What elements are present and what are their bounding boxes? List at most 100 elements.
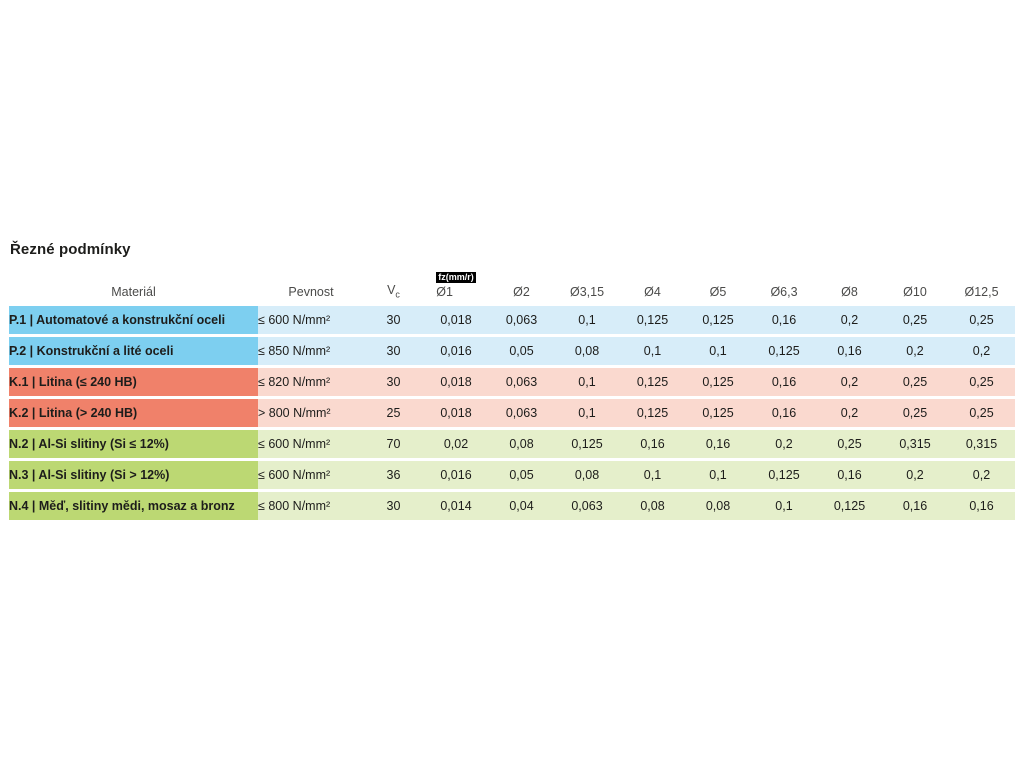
fz-value: 0,1: [554, 306, 620, 334]
vc-cell: 25: [364, 399, 423, 427]
page-title: Řezné podmínky: [10, 241, 131, 258]
fz-value: 0,125: [685, 399, 751, 427]
column-header-d10: Ø10: [903, 285, 927, 299]
fz-value: 0,08: [620, 492, 685, 520]
strength-cell: ≤ 850 N/mm²: [258, 337, 364, 365]
fz-value: 0,2: [948, 337, 1015, 365]
material-cell: N.4 | Měď, slitiny mědi, mosaz a bronz: [9, 492, 258, 520]
fz-value: 0,1: [685, 337, 751, 365]
fz-value: 0,16: [620, 430, 685, 458]
strength-cell: > 800 N/mm²: [258, 399, 364, 427]
material-cell: N.2 | Al-Si slitiny (Si ≤ 12%): [9, 430, 258, 458]
fz-value: 0,063: [489, 399, 554, 427]
fz-value: 0,02: [423, 430, 489, 458]
fz-value: 0,125: [817, 492, 882, 520]
fz-value: 0,018: [423, 306, 489, 334]
fz-value: 0,05: [489, 337, 554, 365]
vc-cell: 30: [364, 306, 423, 334]
fz-value: 0,125: [554, 430, 620, 458]
strength-cell: ≤ 600 N/mm²: [258, 306, 364, 334]
fz-value: 0,16: [685, 430, 751, 458]
fz-value: 0,018: [423, 368, 489, 396]
fz-value: 0,1: [620, 337, 685, 365]
strength-cell: ≤ 600 N/mm²: [258, 430, 364, 458]
fz-value: 0,25: [882, 368, 948, 396]
fz-value: 0,125: [685, 368, 751, 396]
fz-value: 0,08: [489, 430, 554, 458]
vc-subscript: c: [395, 289, 400, 299]
d1-label: Ø1: [436, 285, 453, 299]
fz-value: 0,16: [751, 368, 817, 396]
fz-value: 0,16: [817, 461, 882, 489]
fz-value: 0,2: [948, 461, 1015, 489]
fz-value: 0,25: [948, 368, 1015, 396]
material-cell: K.1 | Litina (≤ 240 HB): [9, 368, 258, 396]
fz-value: 0,2: [817, 368, 882, 396]
fz-value: 0,2: [817, 306, 882, 334]
fz-value: 0,315: [882, 430, 948, 458]
fz-value: 0,2: [817, 399, 882, 427]
vc-cell: 36: [364, 461, 423, 489]
fz-value: 0,2: [882, 461, 948, 489]
vc-cell: 70: [364, 430, 423, 458]
vc-cell: 30: [364, 337, 423, 365]
fz-value: 0,1: [620, 461, 685, 489]
material-cell: P.1 | Automatové a konstrukční oceli: [9, 306, 258, 334]
table-row: P.2 | Konstrukční a lité oceli ≤ 850 N/m…: [9, 337, 1015, 365]
fz-value: 0,1: [554, 399, 620, 427]
fz-value: 0,05: [489, 461, 554, 489]
material-cell: N.3 | Al-Si slitiny (Si > 12%): [9, 461, 258, 489]
fz-value: 0,25: [948, 399, 1015, 427]
vc-label: V: [387, 282, 396, 297]
table-row: K.2 | Litina (> 240 HB) > 800 N/mm² 25 0…: [9, 399, 1015, 427]
strength-cell: ≤ 820 N/mm²: [258, 368, 364, 396]
material-cell: P.2 | Konstrukční a lité oceli: [9, 337, 258, 365]
column-header-d4: Ø4: [644, 285, 661, 299]
fz-value: 0,063: [489, 306, 554, 334]
fz-value: 0,16: [817, 337, 882, 365]
column-header-d3-15: Ø3,15: [569, 285, 605, 299]
column-header-material: Materiál: [111, 285, 156, 299]
fz-value: 0,2: [882, 337, 948, 365]
fz-value: 0,08: [685, 492, 751, 520]
table-row: P.1 | Automatové a konstrukční oceli ≤ 6…: [9, 306, 1015, 334]
fz-value: 0,16: [751, 399, 817, 427]
fz-value: 0,16: [948, 492, 1015, 520]
fz-value: 0,063: [554, 492, 620, 520]
fz-value: 0,016: [423, 337, 489, 365]
feed-unit-badge: fz(mm/r): [436, 272, 476, 283]
table-row: N.3 | Al-Si slitiny (Si > 12%) ≤ 600 N/m…: [9, 461, 1015, 489]
fz-value: 0,125: [620, 368, 685, 396]
column-header-strength: Pevnost: [288, 285, 334, 299]
fz-value: 0,016: [423, 461, 489, 489]
fz-value: 0,018: [423, 399, 489, 427]
fz-value: 0,125: [620, 306, 685, 334]
vc-cell: 30: [364, 492, 423, 520]
strength-cell: ≤ 600 N/mm²: [258, 461, 364, 489]
column-header-d12-5: Ø12,5: [964, 285, 999, 299]
fz-value: 0,16: [751, 306, 817, 334]
strength-cell: ≤ 800 N/mm²: [258, 492, 364, 520]
header-row: Materiál Pevnost Vc fz(mm/r) Ø1 Ø2 Ø3,15…: [9, 269, 1015, 303]
fz-value: 0,08: [554, 337, 620, 365]
column-header-d8: Ø8: [841, 285, 858, 299]
fz-value: 0,04: [489, 492, 554, 520]
column-header-d6-3: Ø6,3: [770, 285, 798, 299]
fz-value: 0,25: [882, 306, 948, 334]
fz-value: 0,125: [751, 461, 817, 489]
column-header-d2: Ø2: [513, 285, 530, 299]
fz-value: 0,25: [882, 399, 948, 427]
fz-value: 0,1: [685, 461, 751, 489]
column-header-d1: fz(mm/r) Ø1: [423, 269, 489, 303]
fz-value: 0,125: [685, 306, 751, 334]
fz-value: 0,1: [751, 492, 817, 520]
fz-value: 0,16: [882, 492, 948, 520]
fz-value: 0,25: [817, 430, 882, 458]
table-row: K.1 | Litina (≤ 240 HB) ≤ 820 N/mm² 30 0…: [9, 368, 1015, 396]
fz-value: 0,25: [948, 306, 1015, 334]
d1-header-stack: fz(mm/r) Ø1: [436, 269, 476, 299]
fz-value: 0,125: [620, 399, 685, 427]
fz-value: 0,08: [554, 461, 620, 489]
column-header-vc: Vc: [364, 269, 423, 303]
